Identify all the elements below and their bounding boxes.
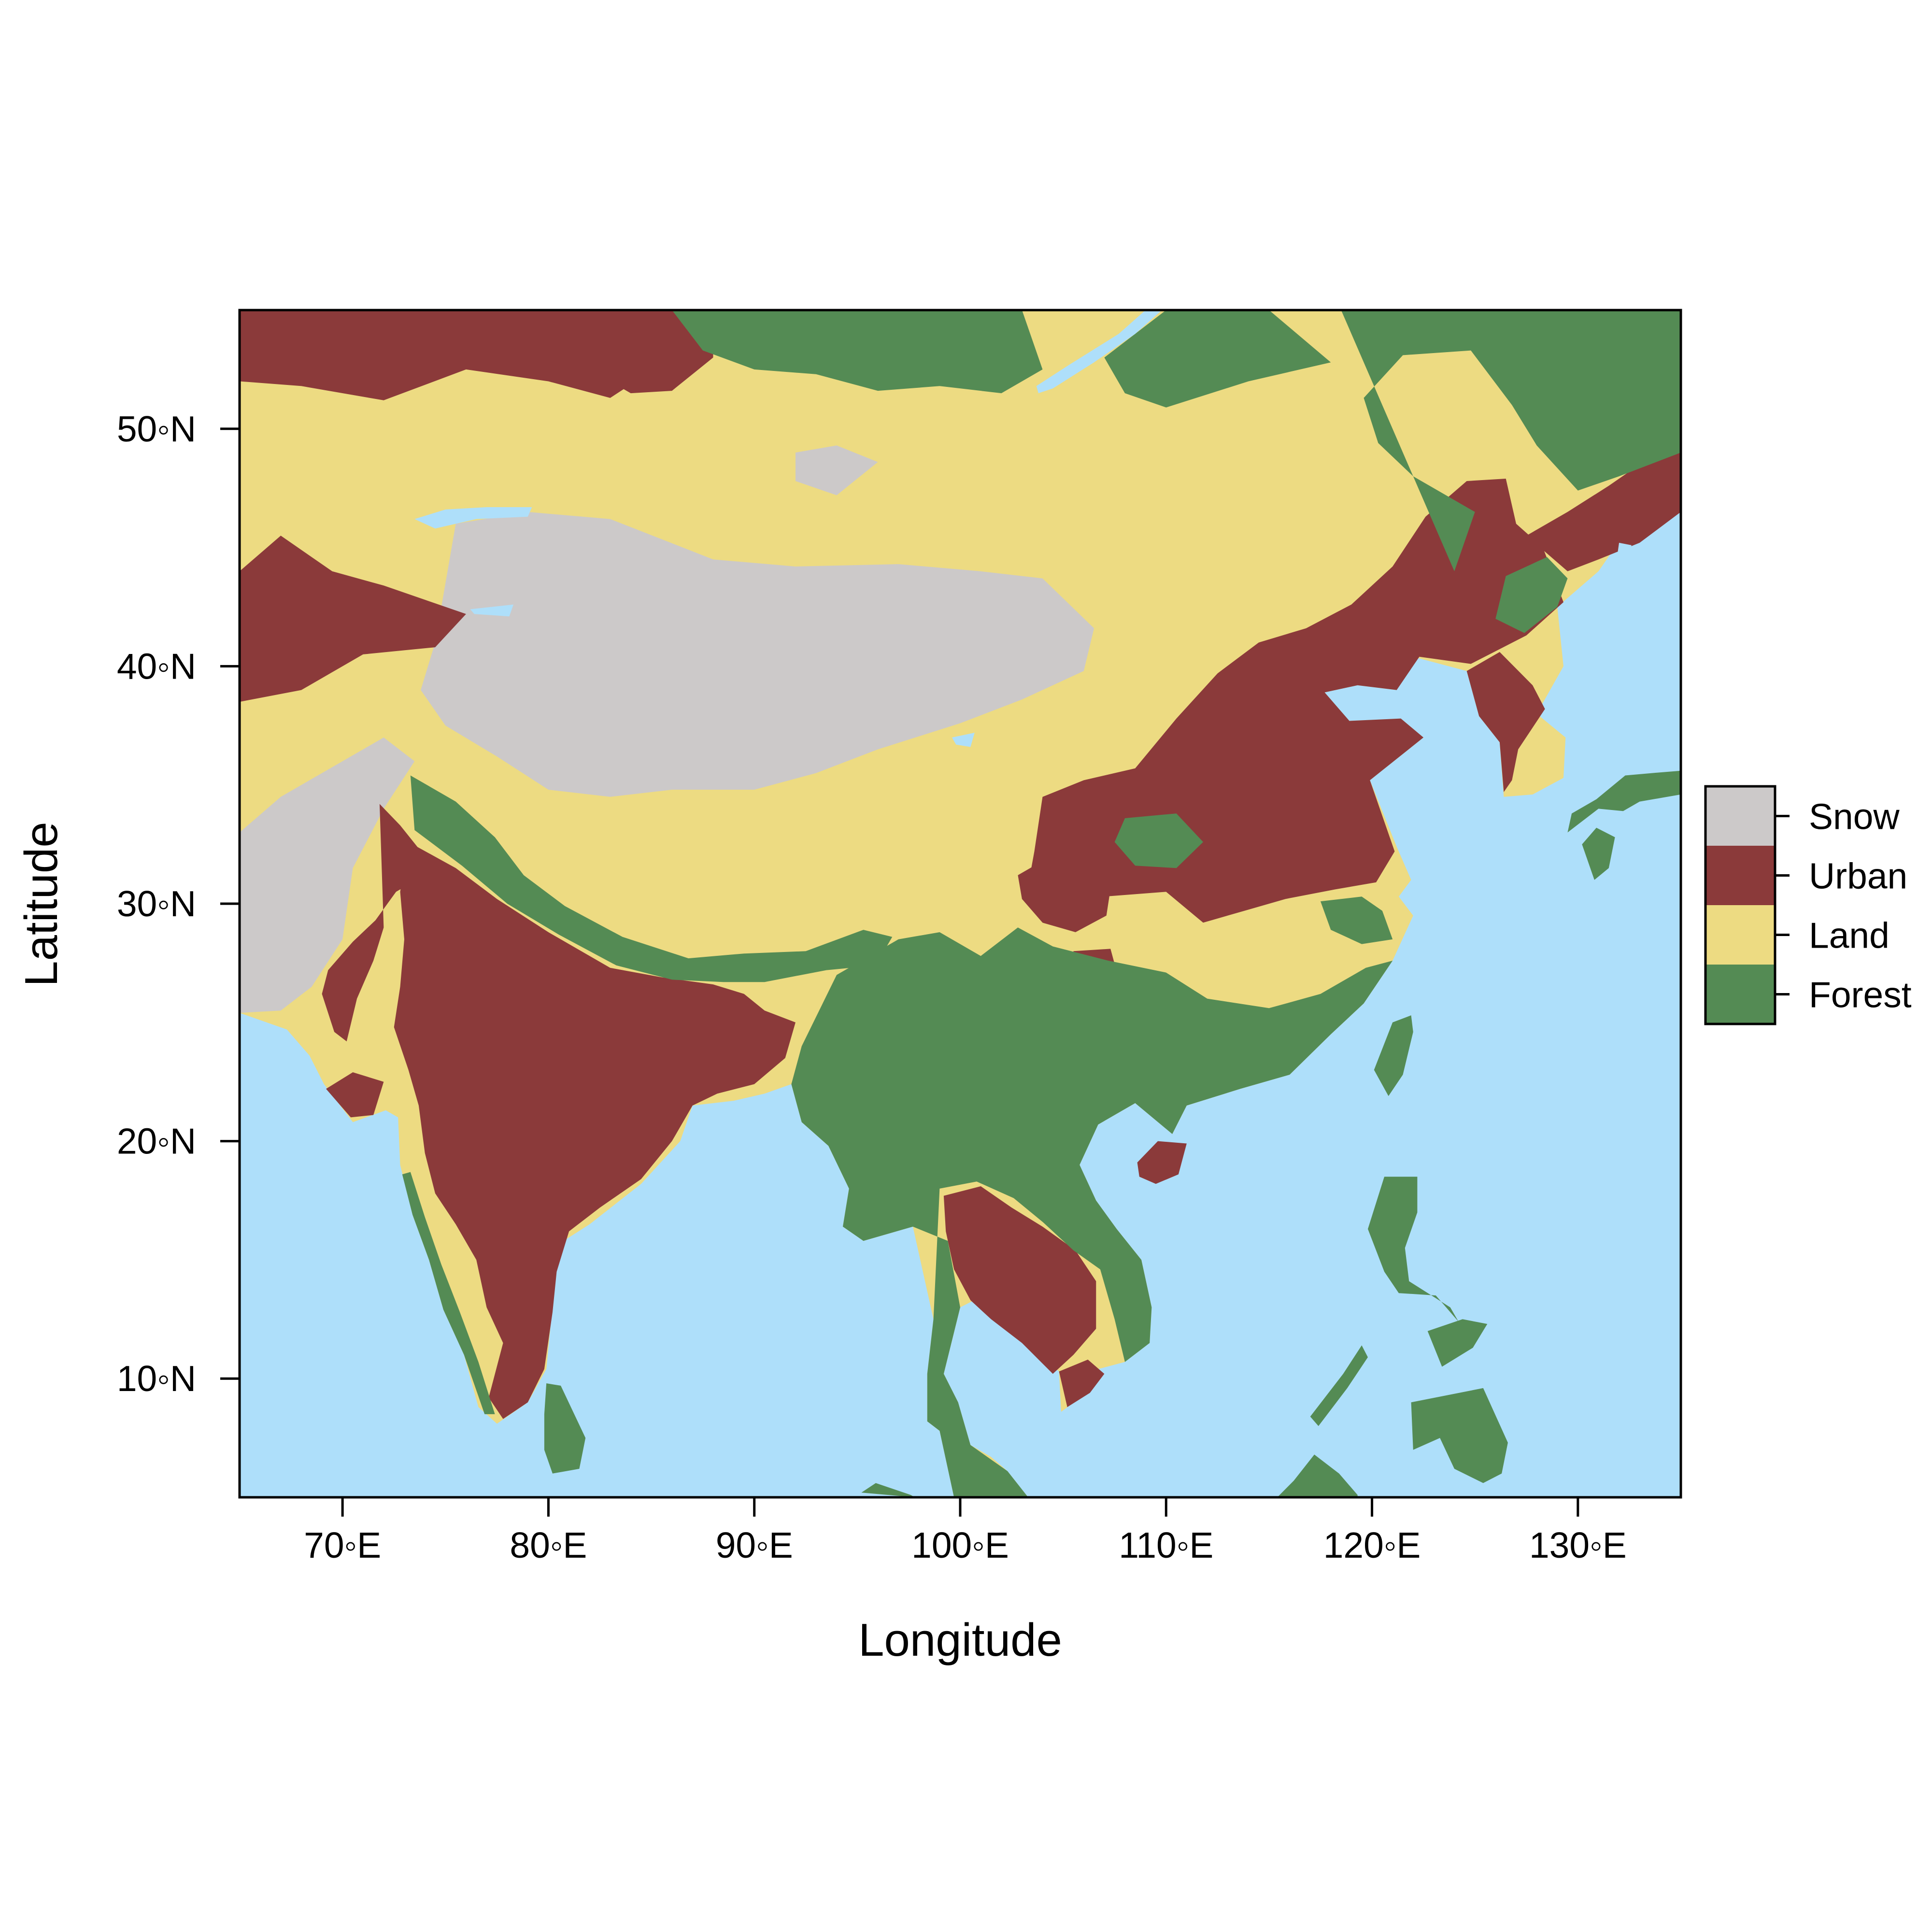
forest-changbai [1495, 557, 1568, 633]
urban-mekong-delta [1059, 1359, 1105, 1407]
island-hainan [1137, 1141, 1187, 1184]
forest-zhejiang [1321, 896, 1393, 944]
x-tick-label: 130◦E [1529, 1525, 1627, 1565]
y-tick-label: 50◦N [117, 409, 196, 449]
legend-swatch-urban [1705, 846, 1775, 905]
x-tick-label: 70◦E [304, 1525, 381, 1565]
forest-southeast-asia [791, 927, 1393, 1497]
forest-western-ghats [402, 1172, 495, 1414]
y-axis: 10◦N 20◦N 30◦N 40◦N 50◦N [117, 409, 240, 1399]
urban-altai-band [548, 310, 713, 394]
legend-swatch-land [1705, 905, 1775, 965]
urban-gujarat [326, 1072, 384, 1118]
legend-swatch-forest [1705, 965, 1775, 1024]
snow-west-basin [240, 737, 415, 1013]
urban-korea [1466, 652, 1545, 792]
legend-label-land: Land [1809, 915, 1889, 956]
urban-russia-far-east [1526, 453, 1681, 571]
legend-label-urban: Urban [1809, 856, 1907, 896]
y-tick-label: 40◦N [117, 646, 196, 686]
y-tick-label: 20◦N [117, 1121, 196, 1162]
x-tick-label: 110◦E [1119, 1525, 1213, 1565]
island-luzon [1368, 1177, 1459, 1322]
urban-pakistan-indus [322, 804, 425, 1042]
urban-central-asia [240, 536, 466, 702]
snow-gobi-north [796, 445, 878, 496]
x-tick-label: 120◦E [1323, 1525, 1421, 1565]
lake-issyk-kul [470, 604, 513, 617]
lake-baikal [1036, 310, 1162, 394]
island-sri-lanka [544, 1383, 586, 1474]
y-tick-label: 10◦N [117, 1358, 196, 1399]
forest-baikal-east [1104, 310, 1331, 408]
island-japan-west [1567, 770, 1681, 833]
legend-swatch-snow [1705, 786, 1775, 846]
map-panel [240, 310, 1681, 1497]
island-taiwan [1374, 1015, 1413, 1096]
x-tick-label: 100◦E [911, 1525, 1009, 1565]
island-kyushu [1582, 827, 1615, 880]
forest-manchuria [1341, 310, 1681, 571]
x-tick-label: 90◦E [716, 1525, 793, 1565]
legend-label-forest: Forest [1809, 975, 1912, 1015]
y-tick-label: 30◦N [117, 883, 196, 924]
legend-label-snow: Snow [1809, 796, 1900, 837]
y-axis-title: Latitude [15, 822, 67, 987]
island-borneo-north [1277, 1454, 1358, 1497]
x-tick-label: 80◦E [510, 1525, 587, 1565]
island-mindanao [1411, 1388, 1508, 1483]
lake-qinghai [952, 733, 975, 747]
x-axis: 70◦E 80◦E 90◦E 100◦E 110◦E 120◦E 130◦E [304, 1497, 1627, 1565]
island-palawan [1310, 1345, 1368, 1426]
island-sumatra-tip [861, 1483, 915, 1497]
snow-tibet [421, 511, 1094, 797]
forest-siberia [672, 310, 1043, 394]
urban-sichuan [1018, 851, 1113, 932]
lake-khanka [1617, 542, 1632, 560]
urban-india [394, 842, 796, 1419]
x-axis-title: Longitude [858, 1614, 1062, 1666]
forest-himalaya [410, 775, 893, 982]
legend: Snow Urban Land Forest [1704, 785, 1912, 1025]
islands-visayas [1427, 1319, 1488, 1367]
forest-central-china [1114, 813, 1203, 868]
legend-frame [1704, 785, 1776, 1025]
lake-balkhash [414, 507, 532, 529]
urban-thailand-cambodia [943, 1186, 1096, 1374]
